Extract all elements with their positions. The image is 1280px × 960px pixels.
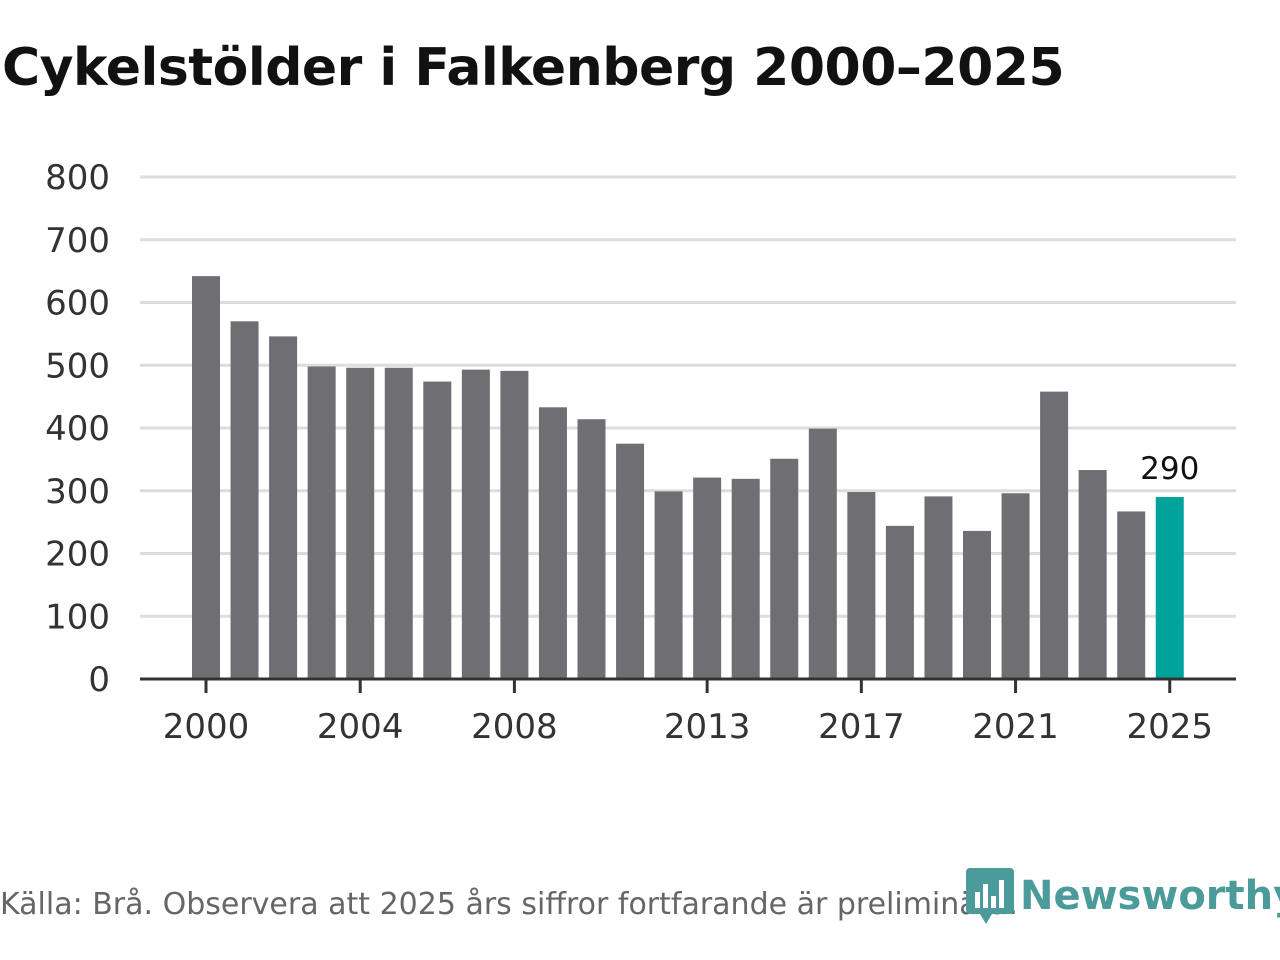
bar-2009	[538, 407, 567, 679]
bar-2016	[808, 428, 837, 679]
source-note: Källa: Brå. Observera att 2025 års siffr…	[0, 887, 1018, 922]
bar-2005	[384, 367, 413, 679]
bar-2019	[924, 496, 953, 679]
y-tick-label: 500	[45, 346, 110, 386]
newsworthy-logo-text: Newsworthy	[1020, 873, 1280, 919]
bar-2013	[693, 477, 722, 679]
bar-2002	[269, 336, 298, 679]
x-axis	[140, 677, 1236, 693]
bar-2008	[500, 370, 529, 679]
bar-2004	[346, 367, 375, 679]
bar-2015	[770, 458, 799, 679]
bar-2000	[192, 276, 220, 679]
bar-2022	[1040, 391, 1069, 679]
y-tick-label: 300	[45, 472, 110, 512]
x-tick-label: 2004	[317, 707, 404, 747]
annotations: 290	[1140, 451, 1199, 487]
bar-2006	[423, 381, 452, 679]
y-tick-label: 0	[88, 660, 110, 700]
x-tick-label: 2021	[972, 707, 1059, 747]
data-label-2025: 290	[1140, 451, 1199, 487]
bar-2007	[461, 369, 490, 679]
bar-2017	[847, 492, 876, 679]
x-tick-label: 2008	[471, 707, 558, 747]
gridlines	[140, 175, 1236, 618]
x-tick-label: 2000	[163, 707, 250, 747]
newsworthy-logo: Newsworthy	[966, 866, 1280, 926]
bar-2010	[577, 419, 606, 679]
bar-2025	[1155, 497, 1184, 679]
x-tick-label: 2017	[818, 707, 905, 747]
bar-2023	[1078, 470, 1107, 679]
bar-2014	[731, 478, 760, 679]
bars	[192, 276, 1184, 679]
bar-2001	[230, 321, 259, 679]
y-axis-labels: 0 100 200 300 400 500 600 700 800	[45, 158, 110, 700]
x-tick-label: 2025	[1126, 707, 1213, 747]
bar-2020	[963, 530, 991, 679]
bar-2011	[616, 443, 645, 679]
x-tick-label: 2013	[664, 707, 751, 747]
y-tick-label: 400	[45, 409, 110, 449]
y-tick-label: 200	[45, 535, 110, 575]
y-tick-label: 800	[45, 158, 110, 198]
bar-2018	[885, 525, 914, 679]
x-axis-labels: 2000 2004 2008 2013 2017 2021 2025	[163, 707, 1213, 747]
y-tick-label: 100	[45, 597, 110, 637]
newsworthy-logo-icon	[966, 868, 1014, 924]
y-tick-label: 600	[45, 284, 110, 324]
chart-title: Cykelstölder i Falkenberg 2000–2025	[2, 38, 1065, 98]
bar-2021	[1001, 493, 1030, 679]
bar-2012	[654, 491, 683, 679]
bar-2003	[307, 366, 336, 679]
y-tick-label: 700	[45, 221, 110, 261]
bar-2024	[1117, 511, 1146, 679]
